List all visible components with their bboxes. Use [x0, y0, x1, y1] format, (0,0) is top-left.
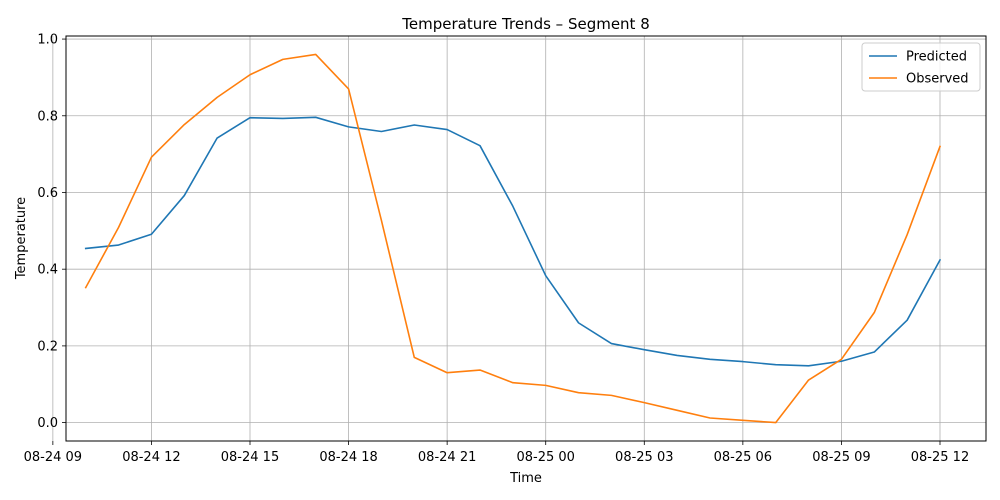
x-tick-label: 08-25 09: [812, 450, 870, 465]
x-tick-label: 08-24 12: [122, 450, 180, 465]
y-tick-label: 0.4: [37, 263, 58, 278]
x-tick-label: 08-24 21: [418, 450, 476, 465]
legend-box: [861, 42, 981, 92]
y-tick-label: 0.6: [37, 186, 58, 201]
y-tick-label: 1.0: [37, 33, 58, 48]
series-line-predicted: [84, 116, 942, 367]
x-tick-label: 08-25 03: [615, 450, 673, 465]
x-tick-label: 08-24 18: [319, 450, 377, 465]
y-tick-label: 0.2: [37, 339, 58, 354]
x-axis-ticks: 08-24 09 08-24 12 08-24 15 08-24 18 08-24 21…: [24, 441, 969, 465]
series-line-observed: [84, 53, 942, 424]
y-axis-ticks: 0.0 0.2 0.4 0.6 0.8 1.0: [37, 33, 66, 431]
chart-title: Temperature Trends – Segment 8: [401, 15, 650, 33]
x-tick-label: 08-24 09: [24, 450, 82, 465]
x-tick-label: 08-25 06: [714, 450, 772, 465]
x-tick-label: 08-25 12: [911, 450, 969, 465]
legend-label-observed: Observed: [906, 72, 969, 87]
y-tick-label: 0.0: [37, 416, 58, 431]
series-lines: [84, 53, 942, 424]
grid-lines: [52, 36, 986, 441]
x-tick-label: 08-24 15: [221, 450, 279, 465]
x-axis-label: Time: [509, 471, 542, 486]
y-tick-label: 0.8: [37, 109, 58, 124]
legend: Predicted Observed: [861, 42, 981, 92]
y-axis-label: Temperature: [14, 197, 29, 280]
x-tick-label: 08-25 00: [516, 450, 574, 465]
legend-label-predicted: Predicted: [906, 50, 967, 65]
plot-frame: [65, 35, 987, 442]
